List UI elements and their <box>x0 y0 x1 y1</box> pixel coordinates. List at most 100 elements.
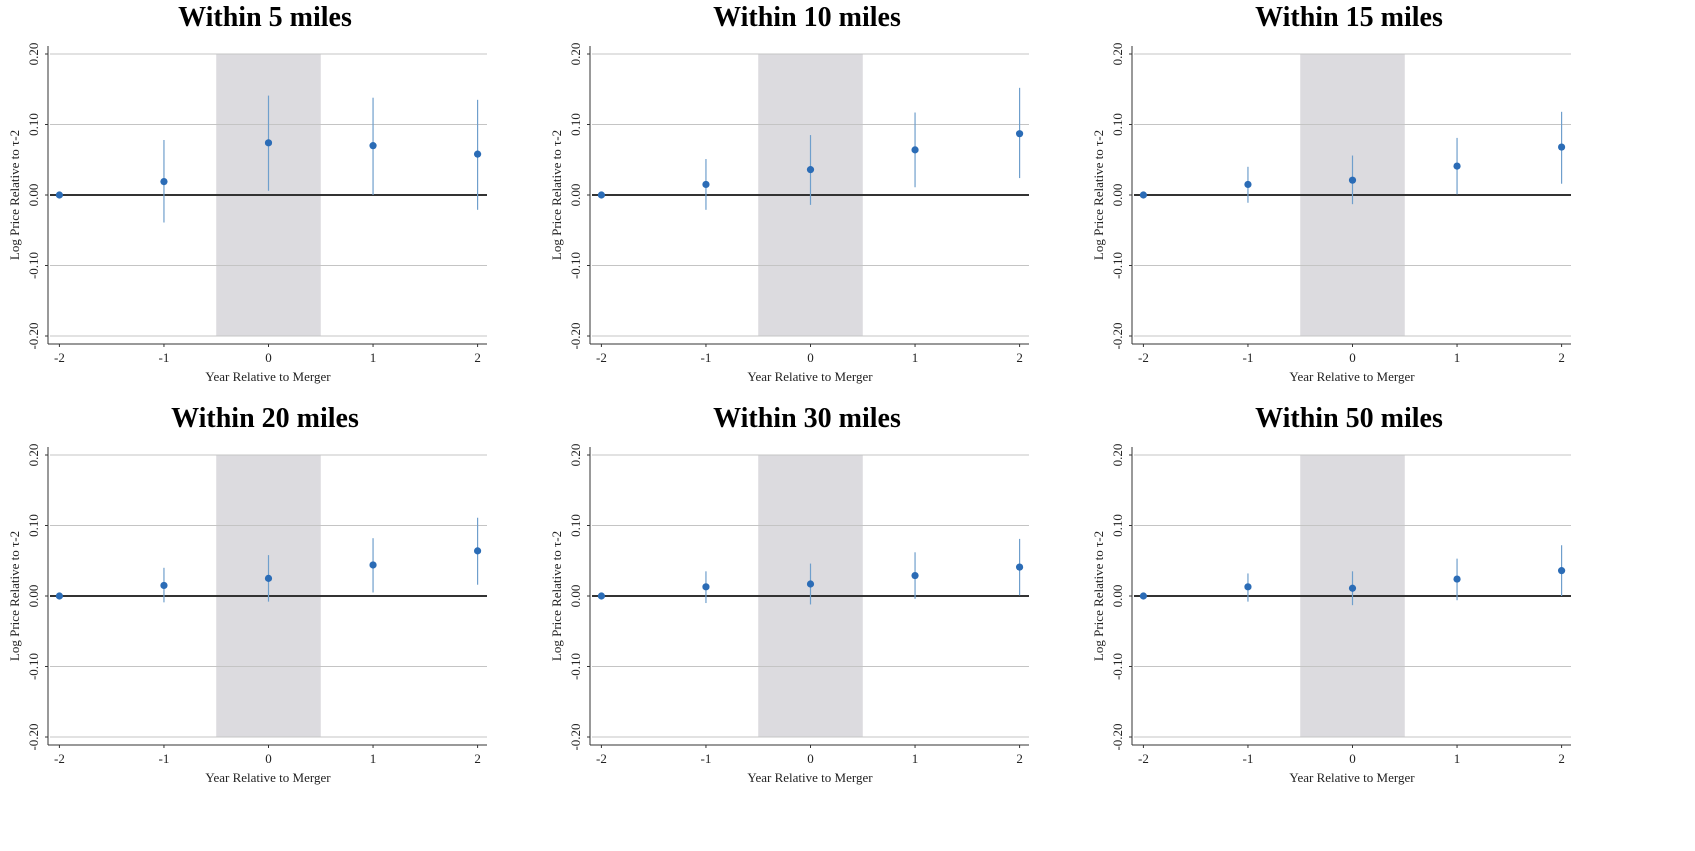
chart-svg: -0.20 -0.10 0.00 0.10 0.20 -2 -1 0 1 2 Year Relati… <box>549 444 1029 785</box>
data-point <box>702 180 710 189</box>
y-tick-label: 0.10 <box>26 113 41 136</box>
x-tick-label: 2 <box>474 350 481 365</box>
data-point <box>1557 143 1566 151</box>
data-point <box>1557 567 1566 575</box>
y-tick-label: 0.00 <box>26 585 41 608</box>
data-point <box>160 178 168 186</box>
y-tick-label: 0.20 <box>26 444 41 467</box>
x-tick-label: -2 <box>1138 350 1149 365</box>
x-tick-label: -2 <box>596 751 607 766</box>
y-axis-label: Log Price Relative to τ-2 <box>7 531 22 661</box>
y-tick-label: 0.10 <box>1110 514 1125 537</box>
data-point <box>1348 176 1357 184</box>
y-tick-label: -0.10 <box>1110 653 1125 680</box>
data-point <box>264 574 273 582</box>
y-tick-label: -0.20 <box>568 322 583 349</box>
x-tick-label: 2 <box>1016 350 1023 365</box>
y-tick-label: -0.20 <box>26 723 41 750</box>
chart-panel-4: Within 30 miles -0.20 -0.10 0.00 0.10 0.20 -2… <box>542 401 1128 826</box>
data-point <box>473 547 482 555</box>
data-point <box>264 139 273 147</box>
x-tick-label: 1 <box>370 751 377 766</box>
data-point <box>55 592 64 600</box>
y-tick-label: -0.10 <box>568 252 583 279</box>
x-tick-label: -2 <box>596 350 607 365</box>
x-tick-label: 1 <box>912 751 919 766</box>
y-tick-label: -0.20 <box>1110 723 1125 750</box>
data-point <box>806 580 815 588</box>
x-tick-label: -1 <box>159 350 170 365</box>
x-axis-label: Year Relative to Merger <box>1289 770 1415 785</box>
data-point <box>1139 592 1148 600</box>
y-axis-label: Log Price Relative to τ-2 <box>1091 130 1106 260</box>
y-tick-label: 0.00 <box>568 585 583 608</box>
data-point <box>55 191 64 199</box>
x-tick-label: -1 <box>1243 751 1254 766</box>
y-tick-label: 0.10 <box>568 514 583 537</box>
x-tick-label: 0 <box>1349 350 1356 365</box>
data-point <box>702 583 710 591</box>
chart-svg: -0.20 -0.10 0.00 0.10 0.20 -2 -1 0 1 2 Year Relati… <box>1091 43 1571 384</box>
data-point <box>911 571 919 580</box>
y-tick-label: -0.20 <box>568 723 583 750</box>
data-point <box>1244 583 1252 591</box>
data-point <box>1244 180 1252 189</box>
x-axis-label: Year Relative to Merger <box>747 770 873 785</box>
x-tick-label: 1 <box>370 350 377 365</box>
y-axis-label: Log Price Relative to τ-2 <box>7 130 22 260</box>
y-tick-label: -0.20 <box>26 322 41 349</box>
chart-panel-2: Within 15 miles -0.20 -0.10 0.00 0.10 0.20 -2… <box>1084 0 1670 425</box>
data-point <box>369 142 377 150</box>
chart-svg: -0.20 -0.10 0.00 0.10 0.20 -2 -1 0 1 2 Year Relati… <box>7 444 487 785</box>
x-tick-label: -1 <box>701 751 712 766</box>
x-tick-label: 2 <box>1558 751 1565 766</box>
y-tick-label: 0.20 <box>568 43 583 66</box>
y-tick-label: 0.10 <box>1110 113 1125 136</box>
data-point <box>1015 563 1024 571</box>
data-point <box>1453 575 1461 583</box>
y-tick-label: 0.00 <box>26 184 41 207</box>
data-point <box>1139 191 1148 199</box>
y-axis-label: Log Price Relative to τ-2 <box>1091 531 1106 661</box>
x-axis-label: Year Relative to Merger <box>205 369 331 384</box>
x-tick-label: -1 <box>1243 350 1254 365</box>
y-tick-label: -0.20 <box>1110 322 1125 349</box>
x-tick-label: -2 <box>1138 751 1149 766</box>
y-tick-label: 0.10 <box>26 514 41 537</box>
data-point <box>1453 162 1461 170</box>
chart-svg: -0.20 -0.10 0.00 0.10 0.20 -2 -1 0 1 2 Year Relati… <box>1091 444 1571 785</box>
x-tick-label: 0 <box>1349 751 1356 766</box>
chart-panel-3: Within 20 miles -0.20 -0.10 0.00 0.10 0.20 -2… <box>0 401 586 826</box>
data-point <box>806 166 815 174</box>
y-tick-label: -0.10 <box>1110 252 1125 279</box>
chart-title: Within 10 miles <box>713 2 901 33</box>
data-point <box>597 592 606 600</box>
data-point <box>369 561 377 569</box>
x-tick-label: -1 <box>159 751 170 766</box>
y-tick-label: 0.10 <box>568 113 583 136</box>
data-point <box>1348 584 1357 592</box>
x-tick-label: -1 <box>701 350 712 365</box>
chart-title: Within 15 miles <box>1255 2 1443 33</box>
data-point <box>160 581 168 590</box>
x-tick-label: -2 <box>54 751 65 766</box>
x-axis-label: Year Relative to Merger <box>205 770 331 785</box>
y-tick-label: 0.00 <box>568 184 583 207</box>
x-tick-label: 0 <box>265 350 272 365</box>
x-tick-label: -2 <box>54 350 65 365</box>
y-axis-label: Log Price Relative to τ-2 <box>549 531 564 661</box>
y-tick-label: 0.20 <box>1110 444 1125 467</box>
y-tick-label: 0.00 <box>1110 184 1125 207</box>
x-tick-label: 2 <box>474 751 481 766</box>
y-tick-label: 0.00 <box>1110 585 1125 608</box>
y-tick-label: 0.20 <box>26 43 41 66</box>
y-tick-label: -0.10 <box>568 653 583 680</box>
chart-title: Within 5 miles <box>178 2 352 33</box>
y-tick-label: -0.10 <box>26 252 41 279</box>
y-tick-label: -0.10 <box>26 653 41 680</box>
x-tick-label: 0 <box>807 350 814 365</box>
y-tick-label: 0.20 <box>568 444 583 467</box>
data-point <box>597 191 606 199</box>
x-tick-label: 2 <box>1558 350 1565 365</box>
